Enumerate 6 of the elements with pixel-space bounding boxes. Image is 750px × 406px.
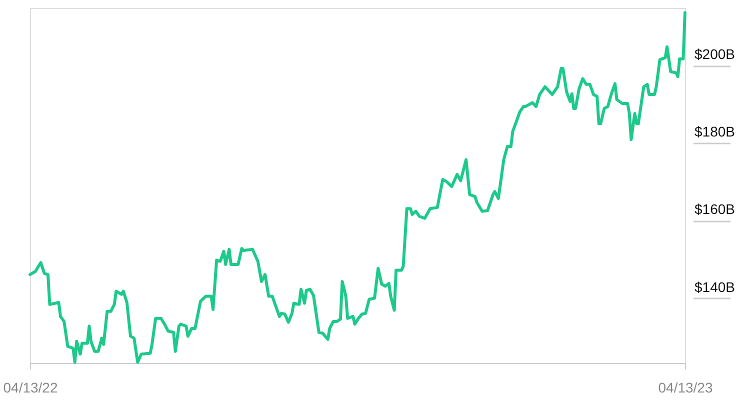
x-tick-label: 04/13/23 — [658, 380, 713, 396]
y-tick-label: $200B — [694, 46, 735, 62]
y-tick-label: $140B — [694, 278, 735, 295]
y-tick-label: $180B — [694, 124, 735, 140]
x-tick-label: 04/13/22 — [3, 380, 58, 396]
y-tick-label: $160B — [694, 201, 735, 218]
